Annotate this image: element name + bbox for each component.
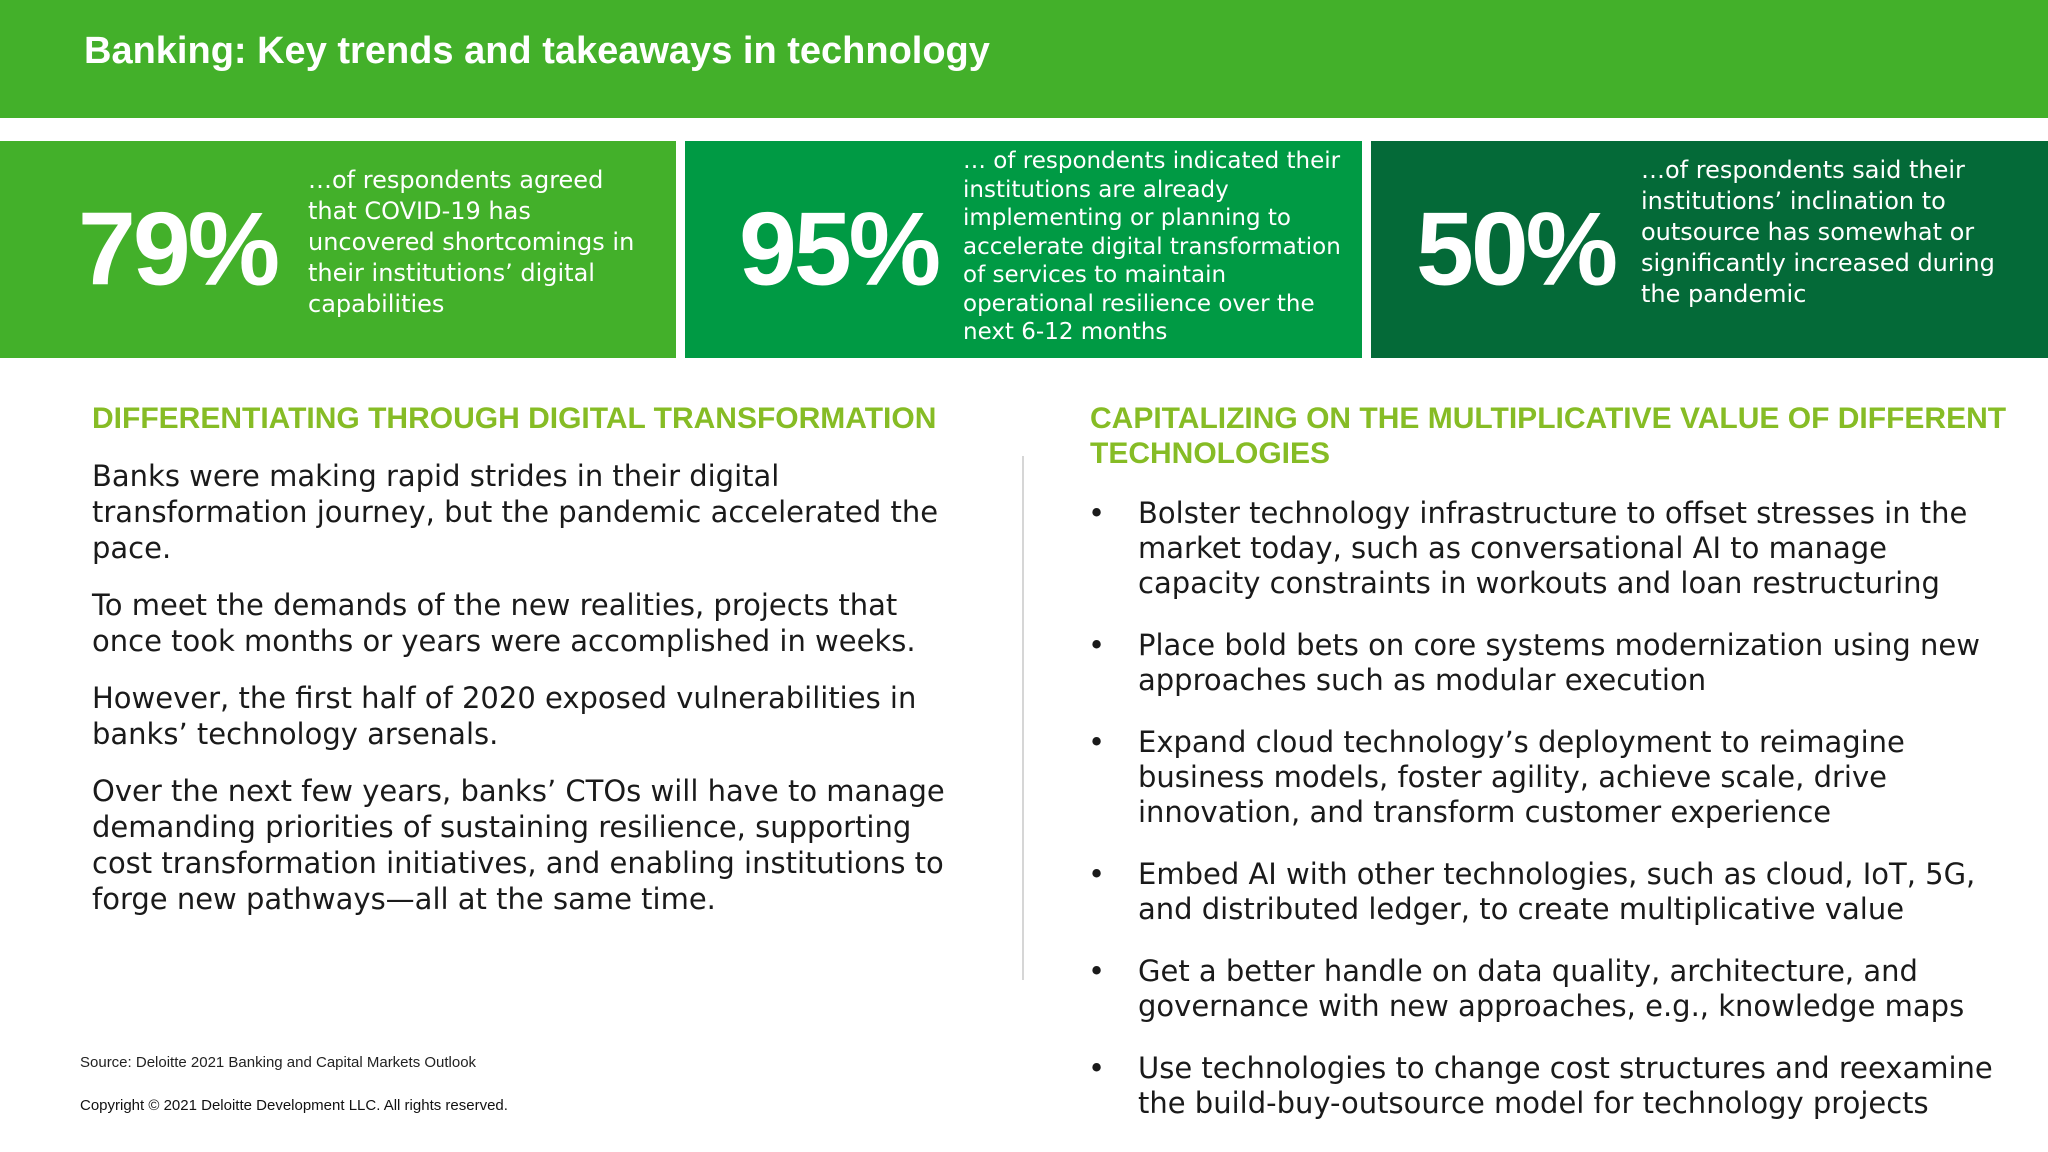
header-bar: Banking: Key trends and takeaways in tec…: [0, 0, 2048, 118]
stat-card-79: 79% …of respondents agreed that COVID-19…: [0, 141, 676, 358]
stat-description: … of respondents indicated their institu…: [963, 148, 1341, 345]
right-section-heading: CAPITALIZING ON THE MULTIPLICATIVE VALUE…: [1090, 402, 2007, 470]
column-divider: [1022, 456, 1024, 980]
list-item-text: Get a better handle on data quality, arc…: [1138, 954, 1965, 1023]
stat-value: 79%: [78, 191, 280, 307]
left-section-body: Banks were making rapid strides in their…: [92, 458, 972, 938]
list-item-text: Place bold bets on core systems moderniz…: [1138, 628, 1980, 697]
stat-description: …of respondents agreed that COVID-19 has…: [308, 166, 635, 318]
list-item: • Bolster technology infrastructure to of…: [1088, 496, 2018, 601]
bullet-icon: •: [1088, 857, 1106, 891]
list-item-text: Expand cloud technology’s deployment to …: [1138, 725, 1905, 829]
paragraph: Banks were making rapid strides in their…: [92, 459, 939, 565]
list-item-text: Embed AI with other technologies, such a…: [1138, 857, 1976, 926]
stat-value: 95%: [739, 191, 941, 307]
bullet-icon: •: [1088, 954, 1106, 988]
paragraph: Over the next few years, banks’ CTOs wil…: [92, 774, 945, 916]
list-item-text: Use technologies to change cost structur…: [1138, 1051, 1993, 1120]
page-title: Banking: Key trends and takeaways in tec…: [84, 30, 990, 72]
paragraph: To meet the demands of the new realities…: [92, 588, 916, 658]
list-item: • Place bold bets on core systems moderni…: [1088, 628, 2018, 698]
bullet-icon: •: [1088, 1051, 1106, 1085]
bullet-icon: •: [1088, 496, 1106, 530]
stat-description: …of respondents said their institutions’…: [1641, 156, 1995, 308]
source-note: Source: Deloitte 2021 Banking and Capita…: [80, 1054, 477, 1071]
bullet-icon: •: [1088, 628, 1106, 662]
list-item: • Get a better handle on data quality, ar…: [1088, 954, 2018, 1024]
takeaways-list: • Bolster technology infrastructure to of…: [1088, 496, 2018, 1148]
copyright-note: Copyright © 2021 Deloitte Development LL…: [80, 1097, 508, 1114]
bullet-icon: •: [1088, 725, 1106, 759]
list-item: • Expand cloud technology’s deployment to…: [1088, 725, 2018, 830]
stat-value: 50%: [1416, 191, 1618, 307]
list-item: • Use technologies to change cost structu…: [1088, 1051, 2018, 1121]
stat-card-95: 95% … of respondents indicated their ins…: [685, 141, 1362, 358]
list-item-text: Bolster technology infrastructure to off…: [1138, 496, 1968, 600]
left-section-heading: DIFFERENTIATING THROUGH DIGITAL TRANSFOR…: [92, 402, 937, 435]
stat-card-50: 50% …of respondents said their instituti…: [1371, 141, 2048, 358]
paragraph: However, the first half of 2020 exposed …: [92, 681, 917, 751]
list-item: • Embed AI with other technologies, such …: [1088, 857, 2018, 927]
